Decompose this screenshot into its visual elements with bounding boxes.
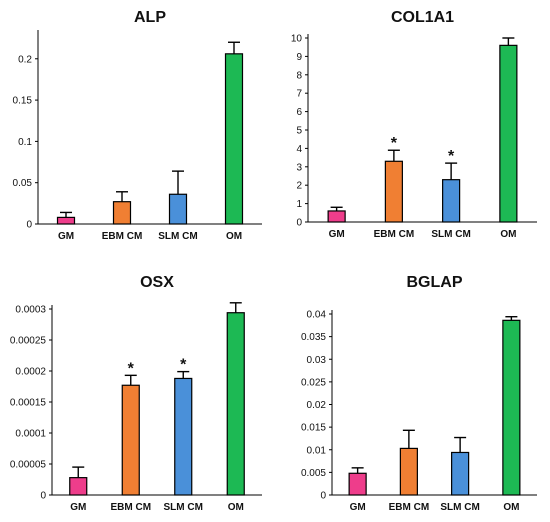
x-category-label: SLM CM (440, 502, 479, 513)
x-category-label: EBM CM (389, 502, 430, 513)
chart-col1a1: COL1A1 0 1 2 3 4 5 6 7 8 9 10 GM * EBM CM * SLM CM OM (275, 0, 550, 261)
x-category-label: GM (58, 231, 74, 242)
bar-gm (348, 472, 367, 496)
x-category-label: OM (500, 229, 516, 240)
x-category-label: SLM CM (431, 229, 470, 240)
y-tick-label: 0.0001 (15, 429, 46, 440)
chart-osx: OSX 0 0.00005 0.0001 0.00015 0.0002 0.00025 0.0… (0, 261, 275, 522)
bar-ebm-cm (399, 447, 418, 496)
chart-osx-svg: OSX 0 0.00005 0.0001 0.00015 0.0002 0.00025 0.0… (10, 274, 262, 513)
y-tick-label: 0.00005 (10, 460, 47, 471)
chart-title: OSX (140, 274, 174, 291)
bar-gm (69, 477, 88, 496)
y-tick-label: 2 (296, 181, 302, 192)
significance-star: * (448, 148, 455, 165)
significance-star: * (391, 135, 398, 152)
y-tick-label: 0.00015 (10, 398, 47, 409)
x-category-label: OM (226, 231, 242, 242)
significance-star: * (180, 357, 187, 374)
y-tick-label: 0.1 (18, 137, 32, 148)
y-tick-label: 6 (296, 107, 302, 118)
bar-gm (327, 210, 346, 223)
y-tick-label: 0.02 (307, 400, 327, 411)
bar-om (499, 44, 518, 223)
x-category-label: OM (228, 502, 244, 513)
y-tick-label: 5 (296, 126, 302, 137)
y-tick-label: 0.015 (301, 423, 326, 434)
bar-slm-cm (442, 179, 461, 223)
y-tick-label: 7 (296, 89, 302, 100)
y-tick-label: 0.01 (307, 445, 327, 456)
y-tick-label: 0.0002 (15, 367, 46, 378)
chart-alp: ALP 0 0.05 0.1 0.15 0.2 GM EBM CM SLM CM OM (0, 0, 275, 261)
x-category-label: EBM CM (110, 502, 151, 513)
y-tick-label: 0.005 (301, 468, 326, 479)
x-category-label: GM (329, 229, 345, 240)
bar-ebm-cm (121, 384, 140, 496)
chart-bglap-svg: BGLAP 0 0.005 0.01 0.015 0.02 0.025 0.03 0.035 0.… (301, 274, 537, 513)
y-tick-label: 0.2 (18, 54, 32, 65)
bar-slm-cm (451, 451, 470, 496)
y-tick-label: 0.15 (13, 96, 33, 107)
y-tick-label: 0.025 (301, 377, 326, 388)
y-tick-label: 8 (296, 70, 302, 81)
bar-om (502, 319, 521, 496)
y-tick-label: 0.03 (307, 355, 327, 366)
x-category-label: SLM CM (164, 502, 203, 513)
x-category-label: SLM CM (158, 231, 197, 242)
y-tick-label: 4 (296, 144, 302, 155)
x-category-label: EBM CM (102, 231, 143, 242)
y-tick-label: 0.05 (13, 178, 33, 189)
y-tick-label: 10 (291, 34, 303, 45)
chart-title: COL1A1 (391, 9, 454, 26)
bar-gm (56, 216, 76, 225)
x-category-label: GM (350, 502, 366, 513)
y-tick-label: 0.00025 (10, 336, 47, 347)
chart-alp-svg: ALP 0 0.05 0.1 0.15 0.2 GM EBM CM SLM CM OM (13, 9, 262, 242)
y-tick-label: 3 (296, 162, 302, 173)
chart-bglap: BGLAP 0 0.005 0.01 0.015 0.02 0.025 0.03 0.035 0.… (275, 261, 550, 522)
y-tick-label: 0 (26, 220, 32, 231)
bar-ebm-cm (384, 160, 403, 223)
y-tick-label: 0.0003 (15, 305, 46, 316)
y-tick-label: 0.035 (301, 332, 326, 343)
bar-om (226, 312, 245, 496)
bar-slm-cm (168, 193, 188, 225)
y-tick-label: 0 (40, 491, 46, 502)
y-tick-label: 0 (296, 218, 302, 229)
y-tick-label: 0 (320, 491, 326, 502)
chart-col1a1-svg: COL1A1 0 1 2 3 4 5 6 7 8 9 10 GM * EBM CM * SLM CM OM (291, 9, 537, 240)
bar-ebm-cm (112, 201, 132, 225)
x-category-label: OM (503, 502, 519, 513)
significance-star: * (128, 360, 135, 377)
y-tick-label: 1 (296, 199, 302, 210)
x-category-label: GM (70, 502, 86, 513)
chart-title: ALP (134, 9, 166, 26)
y-tick-label: 9 (296, 52, 302, 63)
y-tick-label: 0.04 (307, 310, 327, 321)
chart-title: BGLAP (407, 274, 463, 291)
x-category-label: EBM CM (374, 229, 415, 240)
bar-slm-cm (174, 377, 193, 496)
bar-om (224, 53, 244, 225)
